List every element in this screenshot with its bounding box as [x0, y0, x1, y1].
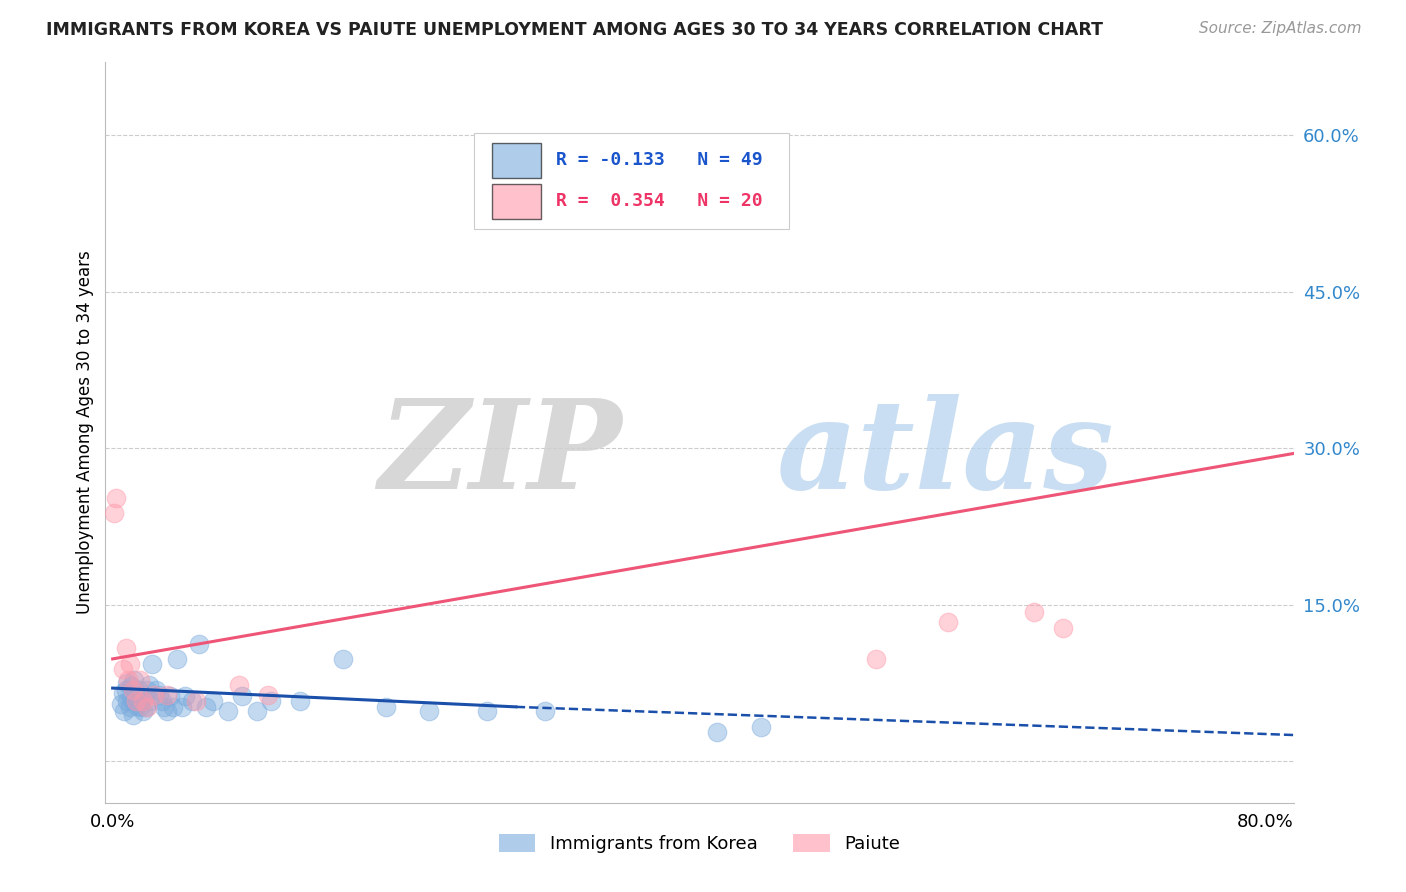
Point: [375, 699, 398, 714]
Point: [122, 693, 145, 707]
Point: [162, 699, 184, 714]
Point: [150, 693, 173, 707]
Point: [114, 683, 136, 698]
FancyBboxPatch shape: [492, 184, 541, 219]
Point: [186, 693, 208, 707]
Point: [228, 678, 250, 692]
Point: [749, 720, 772, 734]
Point: [166, 652, 188, 666]
Point: [103, 506, 125, 520]
Point: [118, 699, 141, 714]
Text: Source: ZipAtlas.com: Source: ZipAtlas.com: [1198, 21, 1361, 37]
Point: [156, 689, 179, 703]
Point: [115, 693, 138, 707]
Point: [104, 491, 127, 506]
Point: [122, 673, 145, 687]
Point: [111, 686, 134, 700]
Point: [288, 693, 311, 707]
Point: [136, 699, 159, 714]
Text: ZIP: ZIP: [378, 394, 623, 516]
Point: [128, 683, 150, 698]
Point: [121, 683, 143, 698]
Point: [180, 693, 202, 707]
Point: [173, 690, 195, 704]
Point: [118, 657, 141, 672]
Point: [159, 690, 181, 704]
Point: [865, 652, 887, 666]
Point: [135, 699, 157, 714]
Point: [260, 693, 283, 707]
Point: [231, 690, 253, 704]
Point: [706, 725, 728, 739]
FancyBboxPatch shape: [492, 143, 541, 178]
Point: [129, 673, 152, 687]
Text: R = -0.133   N = 49: R = -0.133 N = 49: [555, 152, 762, 169]
Point: [134, 689, 156, 703]
Text: atlas: atlas: [776, 394, 1115, 516]
Point: [148, 689, 170, 703]
Point: [139, 693, 162, 707]
Point: [217, 704, 239, 718]
Text: IMMIGRANTS FROM KOREA VS PAIUTE UNEMPLOYMENT AMONG AGES 30 TO 34 YEARS CORRELATI: IMMIGRANTS FROM KOREA VS PAIUTE UNEMPLOY…: [46, 21, 1104, 39]
Point: [121, 708, 143, 723]
Point: [1024, 605, 1046, 619]
Point: [125, 693, 148, 707]
Point: [120, 679, 142, 693]
Point: [131, 693, 153, 707]
Point: [153, 699, 176, 714]
Point: [115, 676, 138, 690]
Point: [132, 704, 155, 718]
FancyBboxPatch shape: [474, 133, 789, 229]
Point: [195, 699, 218, 714]
Legend: Immigrants from Korea, Paiute: Immigrants from Korea, Paiute: [492, 827, 907, 861]
Point: [129, 699, 152, 714]
Text: R =  0.354   N = 20: R = 0.354 N = 20: [555, 193, 762, 211]
Point: [120, 691, 142, 706]
Point: [114, 641, 136, 656]
Point: [170, 699, 193, 714]
Point: [188, 637, 211, 651]
Point: [257, 689, 280, 703]
Point: [138, 678, 160, 692]
Point: [475, 704, 498, 718]
Point: [110, 697, 132, 711]
Point: [127, 698, 149, 713]
Point: [143, 689, 166, 703]
Point: [246, 704, 269, 718]
Y-axis label: Unemployment Among Ages 30 to 34 years: Unemployment Among Ages 30 to 34 years: [76, 251, 94, 615]
Point: [156, 704, 179, 718]
Point: [1052, 621, 1074, 635]
Point: [112, 704, 135, 718]
Point: [136, 683, 159, 698]
Point: [117, 673, 139, 687]
Point: [132, 693, 155, 707]
Point: [936, 615, 959, 630]
Point: [145, 683, 167, 698]
Point: [202, 693, 225, 707]
Point: [418, 704, 440, 718]
Point: [332, 652, 354, 666]
Point: [111, 662, 134, 676]
Point: [141, 657, 163, 672]
Point: [533, 704, 555, 718]
